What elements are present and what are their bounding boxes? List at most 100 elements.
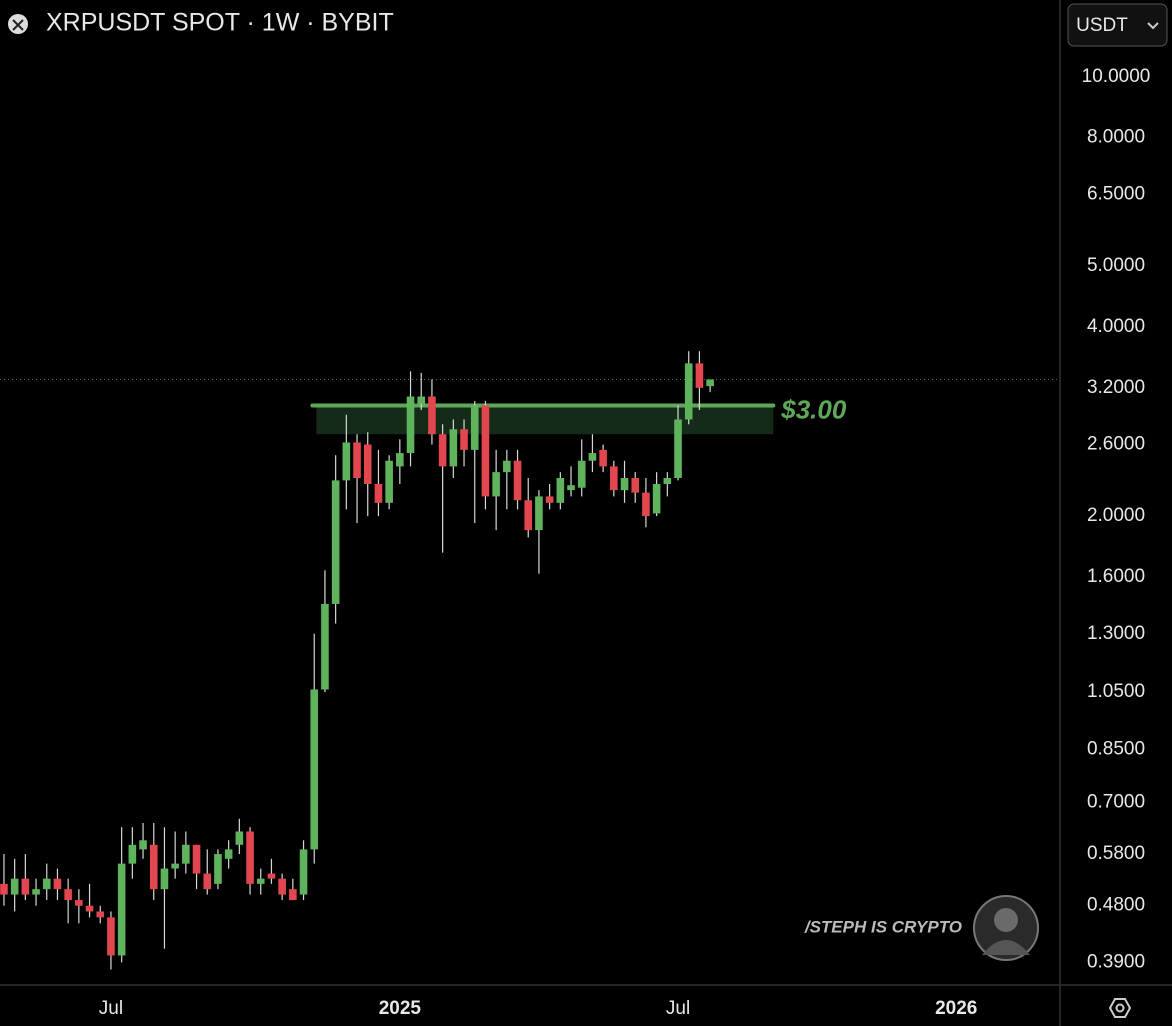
y-tick-label: 0.4800 [1087, 895, 1145, 916]
candle-body [342, 442, 351, 481]
candle-body [513, 460, 522, 501]
candle-body [417, 396, 426, 404]
avatar-body [982, 940, 1030, 955]
y-tick-label: 1.3000 [1087, 623, 1145, 644]
candle-body [96, 911, 105, 918]
candle-body [149, 844, 158, 890]
candle-body [299, 849, 308, 895]
candle-body [588, 453, 597, 461]
candle-body [460, 429, 468, 450]
y-tick-label: 0.8500 [1087, 739, 1145, 760]
y-tick-label: 0.3900 [1087, 951, 1145, 972]
candle-body [321, 603, 329, 690]
candle-body [203, 873, 212, 890]
candle-body [32, 889, 40, 895]
y-tick-label: 2.6000 [1087, 434, 1145, 455]
candle-body [663, 477, 672, 484]
candle-body [674, 419, 682, 478]
candle-body [428, 396, 436, 435]
currency-label[interactable]: USDT [1076, 15, 1128, 36]
candle-body [438, 434, 447, 467]
y-tick-label: 10.0000 [1082, 66, 1151, 87]
candle-body [353, 442, 361, 478]
y-tick-label: 2.0000 [1087, 505, 1145, 526]
support-zone [316, 405, 774, 435]
y-tick-label: 4.0000 [1087, 316, 1145, 337]
candle-body [492, 472, 500, 497]
candle-body [75, 900, 83, 906]
candle-body [535, 496, 543, 531]
candle-body [385, 460, 393, 503]
support-label: $3.00 [780, 394, 847, 424]
candle-body [21, 878, 30, 895]
symbol-icon-mark [12, 19, 24, 31]
y-tick-label: 1.6000 [1087, 566, 1145, 587]
candle-body [310, 689, 319, 850]
candle-body [10, 878, 19, 895]
candle-body [481, 405, 490, 497]
candle-body [42, 878, 51, 890]
candle-body [524, 500, 533, 531]
candle-body [246, 831, 254, 884]
settings-hex[interactable] [1108, 998, 1132, 1018]
x-tick-label: Jul [99, 998, 123, 1019]
y-tick-label: 8.0000 [1087, 127, 1145, 148]
candle-body [396, 453, 404, 467]
candle-body [85, 905, 94, 912]
candle-body [684, 363, 693, 420]
candle-body [545, 496, 554, 503]
chart-title: XRPUSDT SPOT · 1W · BYBIT [46, 9, 394, 37]
y-tick-label: 5.0000 [1087, 255, 1145, 276]
candle-body [214, 854, 222, 884]
candle-body [107, 917, 115, 956]
candle-body [182, 844, 190, 864]
candle-body [267, 873, 276, 879]
candle-body [53, 878, 62, 890]
candle-body [610, 466, 618, 491]
candle-body [117, 863, 126, 956]
x-tick-label: 2026 [935, 998, 977, 1019]
candle-body [235, 831, 244, 845]
candle-body [599, 449, 607, 467]
candle-body [620, 477, 629, 491]
candle-body [406, 396, 415, 454]
candle-body [706, 379, 714, 387]
candle-body [278, 878, 286, 895]
candle-body [577, 460, 586, 488]
candle-body [171, 863, 179, 869]
candle-body [256, 878, 265, 884]
candle-body [139, 840, 147, 850]
avatar-head [994, 908, 1018, 932]
candle-body [331, 480, 340, 604]
candle-body [192, 844, 201, 874]
currency-button[interactable] [1067, 3, 1168, 47]
candle-body [695, 363, 704, 388]
settings-icon[interactable] [1108, 998, 1132, 1018]
candle-body [224, 849, 233, 859]
candle-body [289, 889, 297, 901]
candle-body [631, 477, 640, 493]
y-tick-label: 1.0500 [1087, 681, 1145, 702]
candle-body [363, 444, 372, 484]
candle-body [503, 460, 511, 473]
candle-body [160, 868, 169, 890]
watermark: /STEPH IS CRYPTO [804, 917, 962, 936]
candle-body [128, 844, 137, 864]
y-tick-label: 3.2000 [1087, 377, 1145, 398]
x-tick-label: 2025 [379, 998, 422, 1019]
settings-dot[interactable] [1115, 1003, 1125, 1013]
y-tick-label: 6.5000 [1087, 183, 1145, 204]
y-tick-label: 0.7000 [1087, 792, 1145, 813]
candle-body [0, 883, 8, 895]
candle-body [449, 429, 458, 467]
candle-body [64, 889, 72, 901]
candle-body [374, 483, 383, 503]
candle-body [556, 477, 565, 503]
y-tick-label: 0.5800 [1087, 843, 1145, 864]
candle-body [567, 485, 575, 491]
chevron [1147, 22, 1159, 30]
candle-body [652, 483, 661, 514]
x-tick-label: Jul [666, 998, 690, 1019]
